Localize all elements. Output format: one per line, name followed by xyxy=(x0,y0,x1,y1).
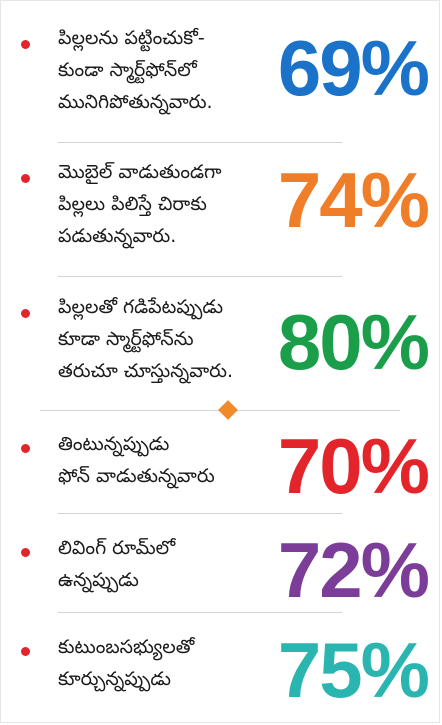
stat-percentage: 80% xyxy=(277,298,430,386)
divider xyxy=(58,276,342,277)
stat-percentage: 70% xyxy=(277,422,430,510)
stat-percentage: 75% xyxy=(277,626,430,714)
bullet-icon xyxy=(21,174,30,183)
stat-percentage: 72% xyxy=(277,526,430,614)
stat-label: పిల్లలతో గడిపేటప్పుడు కూడా స్మార్ట్‌ఫోన్… xyxy=(58,296,234,382)
bullet-icon xyxy=(21,40,30,49)
stat-percentage: 74% xyxy=(277,156,430,244)
bullet-icon xyxy=(21,548,30,557)
stat-label: పిల్లలను పట్టించుకో- కుండా స్మార్ట్‌ఫోన్… xyxy=(58,27,213,113)
stat-label: తింటున్నప్పుడు ఫోన్ వాడుతున్నవారు xyxy=(58,433,215,487)
bullet-icon xyxy=(21,647,30,656)
divider xyxy=(58,612,342,613)
stat-label: కుటుంబసభ్యులతో కూర్చున్నప్పుడు xyxy=(58,636,195,690)
divider xyxy=(58,513,342,514)
bullet-icon xyxy=(21,444,30,453)
stat-label: లివింగ్ రూమ్‌లో ఉన్నప్పుడు xyxy=(58,537,176,591)
stat-label: మొబైల్ వాడుతుండగా పిల్లలు పిలిస్తే చిరాక… xyxy=(58,161,222,247)
bullet-icon xyxy=(21,309,30,318)
stat-percentage: 69% xyxy=(277,24,430,112)
divider xyxy=(58,142,342,143)
